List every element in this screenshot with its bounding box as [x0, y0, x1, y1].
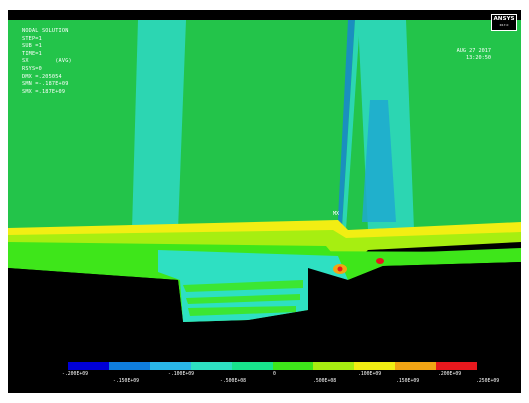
logo-version: R17.0 — [499, 23, 509, 27]
max-marker-label: MX — [333, 211, 340, 217]
legend-color-cell — [68, 362, 109, 370]
info-line: DMX =.205054 — [22, 73, 62, 80]
legend-color-cell — [395, 362, 437, 370]
contour-legend-bar — [68, 362, 478, 370]
info-line: SUB =1 — [22, 43, 42, 50]
ansys-logo: ANSYS R17.0 — [491, 14, 517, 31]
legend-label: .250E+09 — [476, 379, 500, 384]
legend-label: -.100E+09 — [168, 372, 194, 377]
legend-color-cell — [313, 362, 355, 370]
info-line: SX (AVG) — [22, 58, 72, 65]
void-left — [8, 268, 183, 353]
legend-label: -.200E+09 — [62, 372, 88, 377]
legend-color-cell — [190, 362, 232, 370]
blue-stripe-crack — [362, 100, 396, 222]
legend-label: .200E+09 — [438, 372, 462, 377]
legend-color-cell — [354, 362, 396, 370]
plot-time: 13:20:50 — [466, 55, 491, 62]
green-stripes-lower — [183, 280, 303, 316]
stress-contour-plot — [8, 20, 521, 353]
legend-label: 0 — [273, 372, 276, 377]
info-line: RSYS=0 — [22, 65, 42, 72]
legend-color-cell — [108, 362, 150, 370]
info-line: STEP=1 — [22, 35, 42, 42]
cyan-stripe-left — [132, 20, 186, 230]
legend-label: .500E+08 — [313, 379, 337, 384]
legend-label: -.500E+08 — [220, 379, 246, 384]
void-right — [308, 262, 521, 353]
graphics-viewport[interactable]: NODAL SOLUTION STEP=1 SUB =1 TIME=1 SX (AVG)… — [8, 10, 521, 393]
logo-text: ANSYS — [493, 16, 515, 22]
legend-label: -.150E+09 — [113, 379, 139, 384]
upper-body-region — [8, 20, 521, 230]
crack-tip-max — [337, 266, 343, 272]
timestamp: AUG 27 2017 13:20:50 — [457, 48, 491, 63]
solution-info-block: NODAL SOLUTION STEP=1 SUB =1 TIME=1 SX (AVG)… — [22, 28, 72, 96]
legend-label: .150E+09 — [396, 379, 420, 384]
plot-title: NODAL SOLUTION — [22, 28, 69, 34]
crack-line — [336, 20, 355, 258]
info-line: SMX =.187E+09 — [22, 88, 66, 95]
info-line: TIME=1 — [22, 50, 42, 57]
legend-color-cell — [231, 362, 273, 370]
legend-color-cell — [149, 362, 191, 370]
legend-color-cell — [272, 362, 314, 370]
legend-label: .100E+09 — [358, 372, 382, 377]
legend-color-cell — [436, 362, 478, 370]
info-line: SMN =-.187E+09 — [22, 81, 69, 88]
corner-hotspot — [376, 258, 384, 264]
crack-edge — [340, 20, 360, 260]
plot-date: AUG 27 2017 — [456, 48, 491, 54]
